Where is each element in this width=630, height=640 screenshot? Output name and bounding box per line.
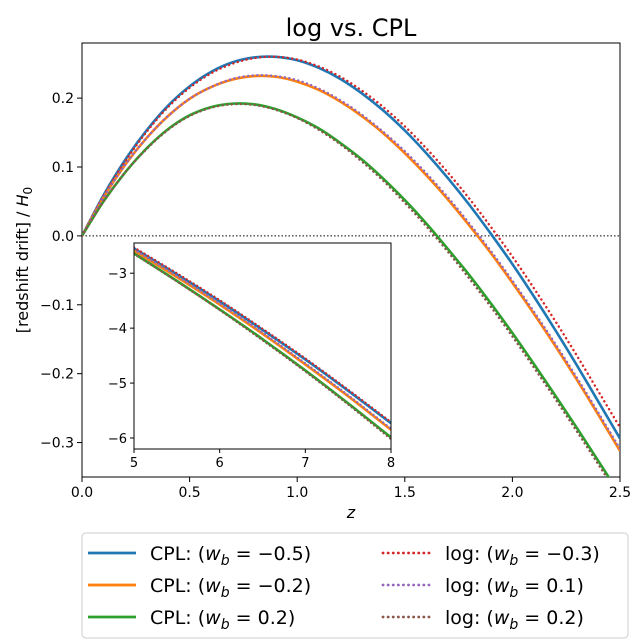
y-tick-label: −0.1	[40, 298, 74, 314]
y-axis-ticks: −0.3 −0.2 −0.1 0.0 0.1 0.2	[40, 91, 82, 452]
inset-x-tick-label: 6	[216, 456, 224, 471]
legend-label-cpl-w-b-0-2: CPL: (wb = 0.2)	[150, 607, 295, 633]
y-tick-label: −0.3	[40, 436, 74, 452]
inset-y-tick-label: −5	[108, 377, 127, 392]
x-tick-label: 1.5	[394, 485, 416, 501]
legend-box	[81, 532, 629, 639]
y-tick-label: 0.0	[52, 229, 74, 245]
legend-items: CPL: (wb = −0.5) CPL: (wb = −0.2) CPL: (wb…	[88, 543, 600, 633]
inset-y-tick-label: −3	[108, 267, 127, 282]
x-tick-label: 0.0	[71, 485, 93, 501]
series-line-log-w-b-0-1	[82, 73, 620, 450]
inset-y-axis-ticks: −6 −5 −4 −3	[108, 267, 134, 447]
inset-y-tick-label: −4	[108, 322, 127, 337]
series-line-cpl-w-b-0-5	[82, 55, 620, 440]
inset-x-tick-label: 8	[387, 456, 395, 471]
y-tick-label: −0.2	[40, 367, 74, 383]
main-plot-frame	[81, 42, 621, 478]
inset-x-tick-label: 5	[130, 456, 138, 471]
legend-label-cpl-w-b-0-2: CPL: (wb = −0.2)	[150, 575, 311, 601]
series-line-cpl-w-b-0-2	[82, 102, 611, 477]
y-tick-label: 0.1	[52, 160, 74, 176]
inset-x-axis-ticks: 5 6 7 8	[130, 449, 395, 471]
y-tick-label: 0.2	[52, 91, 74, 107]
inset-series-line	[134, 252, 391, 439]
x-tick-label: 2.5	[609, 485, 630, 501]
inset-y-tick-label: −6	[108, 432, 127, 447]
x-axis-ticks: 0.0 0.5 1.0 1.5 2.0 2.5	[71, 477, 630, 501]
chart-title: log vs. CPL	[286, 14, 417, 42]
legend-label-log-w-b-0-2: log: (wb = 0.2)	[445, 607, 584, 633]
inset-series-line	[134, 249, 391, 431]
inset-plot-area: 5 6 7 8 −6 −5 −4 −3	[108, 242, 395, 471]
x-axis-label: z	[346, 503, 356, 522]
inset-series-line	[134, 246, 391, 424]
chart-legend: CPL: (wb = −0.5) CPL: (wb = −0.2) CPL: (wb…	[81, 532, 629, 639]
series-line-log-w-b-0-3	[82, 55, 620, 429]
inset-x-tick-label: 7	[301, 456, 309, 471]
main-series-group	[82, 55, 620, 477]
legend-label-log-w-b-0-1: log: (wb = 0.1)	[445, 575, 584, 601]
legend-label-cpl-w-b-0-5: CPL: (wb = −0.5)	[150, 543, 311, 569]
x-tick-label: 0.5	[178, 485, 200, 501]
legend-label-log-w-b-0-3: log: (wb = −0.3)	[445, 543, 600, 569]
y-axis-label: [redshift drift] / H0	[13, 187, 35, 333]
inset-series-line	[134, 248, 391, 430]
inset-series-line	[134, 252, 391, 441]
main-plot-area: 0.0 0.5 1.0 1.5 2.0 2.5 −0.3 −0.2 −0.1 0.0 0.1 0.2	[40, 42, 630, 501]
inset-plot-frame	[133, 242, 392, 450]
x-tick-label: 1.0	[286, 485, 308, 501]
inset-series-group	[134, 246, 391, 441]
x-tick-label: 2.0	[501, 485, 523, 501]
